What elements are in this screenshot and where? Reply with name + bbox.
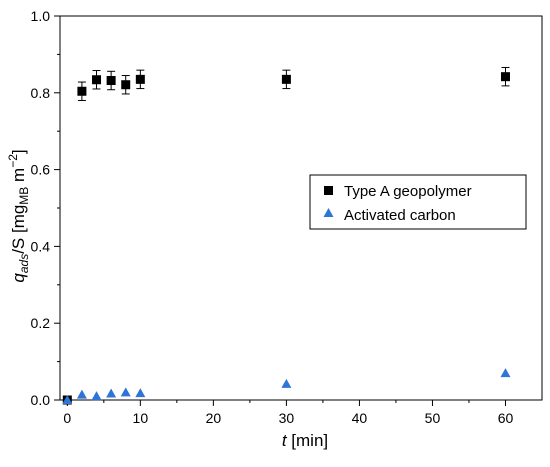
x-tick-label: 20: [206, 410, 222, 426]
data-point-triangle: [62, 395, 73, 404]
data-point-triangle: [120, 387, 131, 397]
y-axis-unit-subscript: MB: [17, 187, 31, 205]
legend: Type A geopolymer Activated carbon: [309, 174, 527, 230]
y-tick-label: 0.4: [31, 238, 51, 254]
data-point-square: [121, 80, 131, 90]
legend-marker-activated-carbon: [323, 208, 334, 217]
x-axis-variable: t: [282, 431, 288, 450]
y-tick-label: 1.0: [31, 8, 51, 24]
data-point-triangle: [76, 389, 87, 399]
y-axis-variable: q: [9, 273, 28, 283]
data-point-triangle: [135, 388, 146, 398]
series-activated-carbon: [62, 368, 511, 404]
y-axis-ticks: 0.0 0.2 0.4 0.6 0.8 1.0: [31, 8, 60, 408]
y-axis-unit-superscript: −2: [6, 154, 20, 168]
y-axis-variable-subscript: ads: [17, 254, 31, 273]
y-axis-unit-part2: m: [9, 168, 28, 187]
x-tick-label: 0: [63, 410, 71, 426]
x-tick-label: 10: [133, 410, 149, 426]
x-axis-title: t [min]: [282, 431, 328, 450]
data-point-square: [135, 74, 145, 84]
legend-label-activated-carbon: Activated carbon: [344, 207, 456, 224]
x-tick-label: 40: [352, 410, 368, 426]
data-point-square: [500, 72, 510, 82]
y-tick-label: 0.2: [31, 315, 51, 331]
legend-label-geopolymer: Type A geopolymer: [344, 183, 472, 200]
data-point-triangle: [106, 388, 117, 398]
y-axis-unit-part3: ]: [9, 149, 28, 154]
series-type-a-geopolymer: [62, 66, 510, 405]
x-tick-label: 60: [498, 410, 514, 426]
data-point-square: [281, 74, 291, 84]
data-marks: [62, 66, 511, 405]
data-point-square: [92, 75, 102, 85]
data-point-triangle: [500, 368, 511, 378]
data-point-square: [77, 86, 87, 96]
legend-marker-geopolymer: [324, 186, 333, 195]
y-tick-label: 0.6: [31, 162, 51, 178]
x-axis-ticks: 0 10 20 30 40 50 60: [63, 400, 513, 426]
legend-box: [309, 174, 527, 230]
data-point-triangle: [91, 391, 102, 401]
data-point-square: [106, 76, 116, 86]
x-tick-label: 50: [425, 410, 441, 426]
x-axis-unit: [min]: [287, 431, 329, 450]
y-axis-unit-part1: /S [mg: [9, 205, 28, 254]
y-tick-label: 0.8: [31, 85, 51, 101]
y-axis-title: qads/S [mgMB m−2]: [6, 149, 31, 282]
data-point-triangle: [281, 378, 292, 388]
x-tick-label: 30: [279, 410, 295, 426]
y-tick-label: 0.0: [31, 392, 51, 408]
